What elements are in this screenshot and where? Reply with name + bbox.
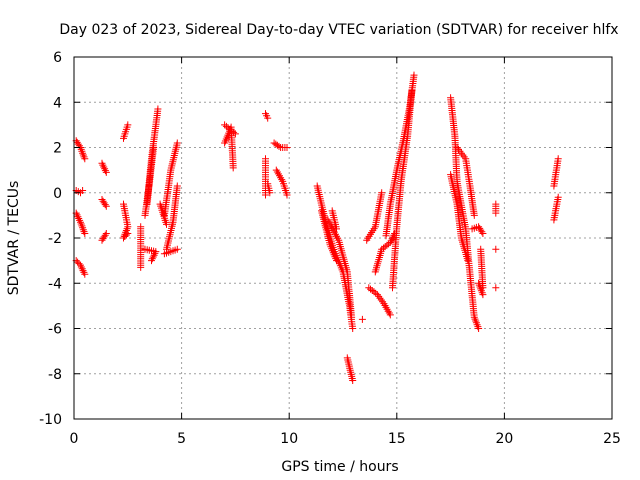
x-tick-label: 10 — [280, 431, 298, 447]
y-tick-label: -10 — [39, 412, 62, 428]
x-axis-label: GPS time / hours — [281, 459, 398, 475]
y-tick-label: -8 — [48, 367, 62, 383]
x-tick-label: 25 — [603, 431, 621, 447]
x-tick-label: 20 — [495, 431, 513, 447]
y-tick-labels: -10 -8 -6 -4 -2 0 2 4 6 — [39, 50, 62, 428]
data-point-markers — [72, 71, 562, 384]
x-tick-label: 5 — [177, 431, 186, 447]
axis-ticks — [73, 56, 613, 420]
chart-title: Day 023 of 2023, Sidereal Day-to-day VTE… — [59, 22, 618, 38]
data-points — [72, 71, 562, 384]
y-axis-label: SDTVAR / TECUs — [6, 181, 22, 296]
y-tick-label: 4 — [53, 95, 62, 111]
y-tick-label: -2 — [48, 231, 62, 247]
y-tick-label: -6 — [48, 322, 62, 338]
x-tick-label: 0 — [70, 431, 79, 447]
y-tick-label: 0 — [53, 186, 62, 202]
y-tick-label: 2 — [53, 141, 62, 157]
x-tick-label: 15 — [388, 431, 406, 447]
x-tick-labels: 0 5 10 15 20 25 — [70, 431, 621, 447]
y-tick-label: -4 — [48, 276, 62, 292]
y-tick-label: 6 — [53, 50, 62, 66]
